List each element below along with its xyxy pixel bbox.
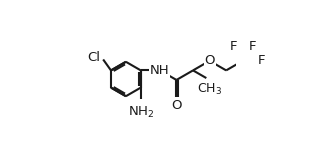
- Text: CH$_3$: CH$_3$: [197, 82, 222, 97]
- Text: NH: NH: [150, 64, 170, 77]
- Text: O: O: [204, 54, 215, 67]
- Text: F: F: [229, 40, 237, 53]
- Text: Cl: Cl: [88, 51, 101, 64]
- Text: F: F: [249, 40, 256, 53]
- Text: F: F: [258, 54, 265, 67]
- Text: NH$_2$: NH$_2$: [128, 104, 154, 119]
- Text: O: O: [171, 99, 182, 112]
